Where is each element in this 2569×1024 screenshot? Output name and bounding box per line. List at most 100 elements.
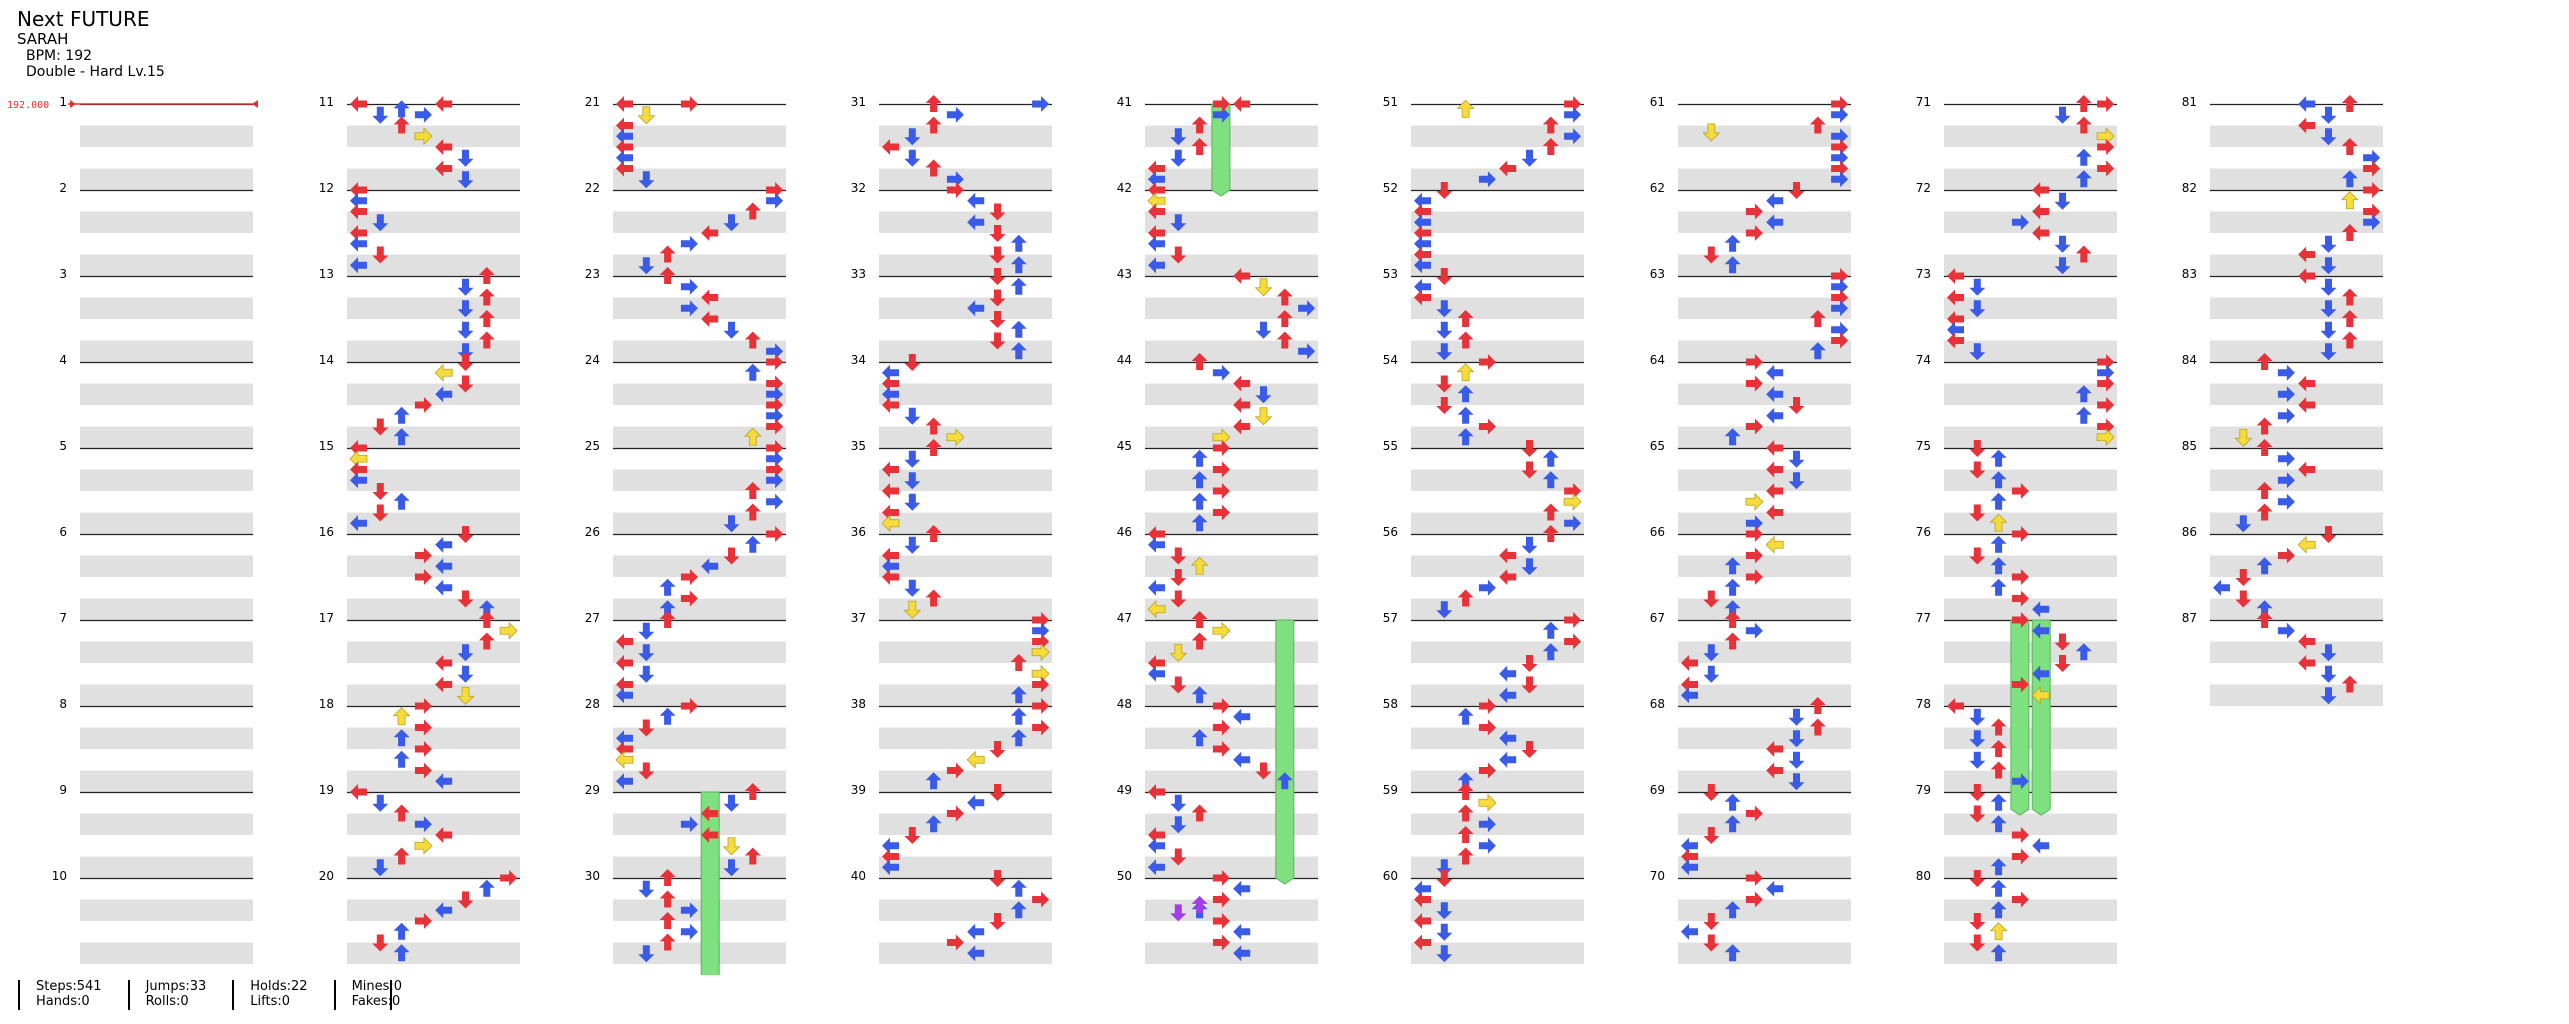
arrow-down-icon bbox=[372, 106, 389, 124]
arrow-left-icon bbox=[1148, 171, 1165, 188]
beat-band bbox=[1944, 168, 2117, 190]
difficulty-label: Double - Hard Lv.15 bbox=[26, 64, 165, 81]
arrow-up-icon bbox=[1276, 288, 1293, 306]
arrow-up-icon bbox=[1724, 557, 1741, 575]
arrow-left-icon bbox=[349, 449, 368, 468]
arrow-up-icon bbox=[1457, 385, 1474, 403]
measure-35: 35 bbox=[851, 439, 1052, 534]
arrow-up-icon bbox=[1276, 772, 1293, 790]
arrow-left-icon bbox=[2298, 268, 2316, 284]
arrow-right-icon bbox=[1831, 171, 1849, 188]
arrow-up-icon bbox=[1191, 449, 1208, 467]
beat-band bbox=[2210, 598, 2383, 620]
stat-holds: Holds:22 bbox=[250, 979, 308, 994]
beat-band bbox=[879, 727, 1052, 749]
arrow-down-icon bbox=[1436, 397, 1453, 414]
arrow-left-icon bbox=[1499, 687, 1517, 704]
arrow-down-icon bbox=[456, 686, 475, 705]
measure-43: 43 bbox=[1117, 267, 1318, 362]
measure-59: 59 bbox=[1383, 783, 1584, 878]
arrow-left-icon bbox=[1233, 418, 1251, 435]
arrow-left-icon bbox=[1766, 741, 1784, 757]
measure-54: 54 bbox=[1383, 353, 1584, 448]
measure-number: 41 bbox=[1117, 95, 1132, 109]
arrow-down-icon bbox=[1170, 794, 1187, 812]
arrow-up-icon bbox=[1990, 793, 2007, 811]
arrow-right-icon bbox=[2363, 149, 2381, 166]
measure-45: 45 bbox=[1117, 439, 1318, 534]
arrow-left-icon bbox=[1766, 407, 1784, 424]
arrow-up-icon bbox=[1457, 826, 1474, 843]
arrow-up-icon bbox=[659, 578, 676, 596]
arrow-down-icon bbox=[722, 837, 741, 856]
arrow-down-icon bbox=[2320, 106, 2337, 124]
arrow-right-icon bbox=[1745, 354, 1763, 370]
beat-band bbox=[347, 297, 520, 319]
arrow-right-icon bbox=[1212, 934, 1230, 951]
measure-number: 56 bbox=[1383, 525, 1398, 539]
arrow-left-icon bbox=[1147, 600, 1166, 619]
arrow-right-icon bbox=[1031, 643, 1050, 662]
measure-number: 66 bbox=[1650, 525, 1665, 539]
beat-band bbox=[1145, 168, 1318, 190]
beat-band bbox=[1145, 942, 1318, 964]
arrow-up-icon bbox=[478, 331, 495, 349]
arrow-up-icon bbox=[1724, 578, 1741, 596]
arrow-left-icon bbox=[2298, 633, 2316, 650]
measure-number: 51 bbox=[1383, 95, 1398, 109]
arrow-left-icon bbox=[350, 235, 367, 252]
measure-52: 52 bbox=[1383, 181, 1584, 276]
arrow-left-icon bbox=[882, 558, 899, 575]
arrow-right-icon bbox=[946, 805, 964, 822]
arrow-up-icon bbox=[2341, 331, 2358, 349]
arrow-left-icon bbox=[435, 827, 453, 843]
measure-number: 64 bbox=[1650, 353, 1665, 367]
arrow-right-icon bbox=[2363, 214, 2381, 231]
measure-number: 43 bbox=[1117, 267, 1132, 281]
arrow-left-icon bbox=[350, 440, 367, 456]
measure-48: 48 bbox=[1117, 697, 1318, 792]
arrow-left-icon bbox=[882, 375, 899, 392]
beat-band bbox=[1145, 469, 1318, 491]
beat-band bbox=[1411, 125, 1584, 147]
arrow-up-icon bbox=[925, 159, 942, 177]
beat-band bbox=[879, 211, 1052, 233]
measure-66: 66 bbox=[1650, 525, 1851, 620]
arrow-left-icon bbox=[1414, 192, 1431, 209]
beat-band bbox=[1145, 254, 1318, 276]
beat-band bbox=[2210, 125, 2383, 147]
stat-group-holds: Holds:22 Lifts:0 bbox=[232, 979, 333, 1010]
arrow-left-icon bbox=[2032, 182, 2050, 198]
arrow-right-icon bbox=[1298, 343, 1316, 360]
arrow-right-icon bbox=[2363, 182, 2381, 198]
arrow-down-icon bbox=[1521, 440, 1538, 457]
measure-51: 51 bbox=[1383, 95, 1584, 190]
measure-number: 68 bbox=[1650, 697, 1665, 711]
arrow-left-icon bbox=[1148, 526, 1165, 542]
measure-number: 33 bbox=[851, 267, 866, 281]
beat-band bbox=[1145, 426, 1318, 448]
arrow-right-icon bbox=[1031, 664, 1050, 683]
beat-band bbox=[879, 641, 1052, 663]
arrow-right-icon bbox=[2011, 827, 2029, 843]
measure-64: 64 bbox=[1650, 353, 1851, 448]
arrow-right-icon bbox=[1478, 837, 1496, 854]
measure-22: 22 bbox=[585, 181, 786, 276]
arrow-up-icon bbox=[2075, 385, 2092, 403]
beat-band bbox=[1411, 211, 1584, 233]
arrow-left-icon bbox=[1766, 364, 1784, 381]
arrow-right-icon bbox=[1212, 440, 1230, 456]
arrow-up-icon bbox=[744, 535, 761, 553]
arrow-left-icon bbox=[1233, 880, 1251, 897]
beat-band bbox=[1944, 383, 2117, 405]
arrow-up-icon bbox=[1276, 331, 1293, 349]
beat-band bbox=[80, 555, 253, 577]
arrow-right-icon bbox=[1745, 225, 1763, 241]
measure-56: 56 bbox=[1383, 525, 1584, 620]
beat-band bbox=[1678, 684, 1851, 706]
arrow-left-icon bbox=[350, 472, 367, 489]
arrow-right-icon bbox=[680, 902, 698, 919]
arrow-down-icon bbox=[457, 321, 474, 339]
measure-number: 1 bbox=[59, 95, 67, 109]
measure-number: 57 bbox=[1383, 611, 1398, 625]
